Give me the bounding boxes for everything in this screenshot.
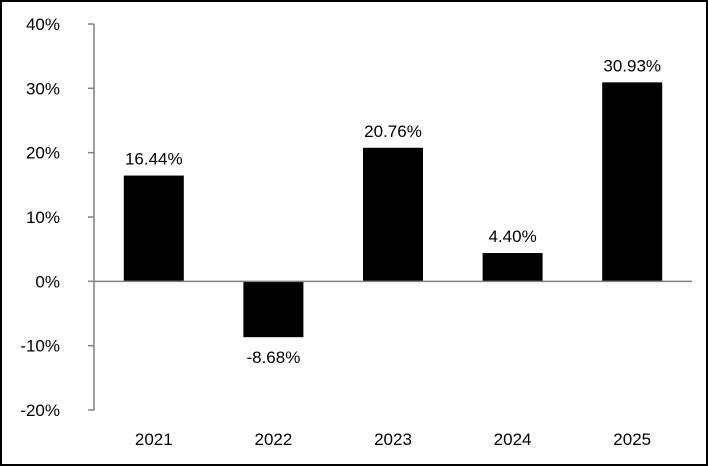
data-labels: 16.44% -8.68% 20.76% 4.40% 30.93% — [125, 56, 661, 367]
data-label-2022: -8.68% — [246, 348, 300, 367]
bar-2021 — [123, 175, 184, 282]
data-label-2021: 16.44% — [125, 150, 183, 169]
y-tick-label: 10% — [26, 208, 60, 227]
y-tick-label: 20% — [26, 144, 60, 163]
bar-2022 — [243, 281, 304, 338]
x-category-label: 2021 — [135, 430, 173, 449]
y-tick-label: 40% — [26, 15, 60, 34]
y-tick-label: 30% — [26, 79, 60, 98]
bars — [123, 82, 663, 338]
axes — [93, 24, 692, 410]
x-category-label: 2024 — [494, 430, 532, 449]
x-category-label: 2025 — [613, 430, 651, 449]
bar-2025 — [602, 82, 663, 282]
data-label-2023: 20.76% — [364, 122, 422, 141]
y-axis-ticks: 40% 30% 20% 10% 0% -10% -20% — [20, 15, 94, 420]
y-tick-label: 0% — [35, 272, 60, 291]
y-tick-label: -20% — [20, 401, 60, 420]
x-category-label: 2022 — [254, 430, 292, 449]
x-category-label: 2023 — [374, 430, 412, 449]
bar-2024 — [482, 253, 543, 282]
data-label-2025: 30.93% — [603, 56, 661, 75]
bar-2023 — [363, 147, 423, 282]
data-label-2024: 4.40% — [488, 227, 536, 246]
x-axis-labels: 2021 2022 2023 2024 2025 — [135, 430, 651, 449]
y-tick-label: -10% — [20, 337, 60, 356]
